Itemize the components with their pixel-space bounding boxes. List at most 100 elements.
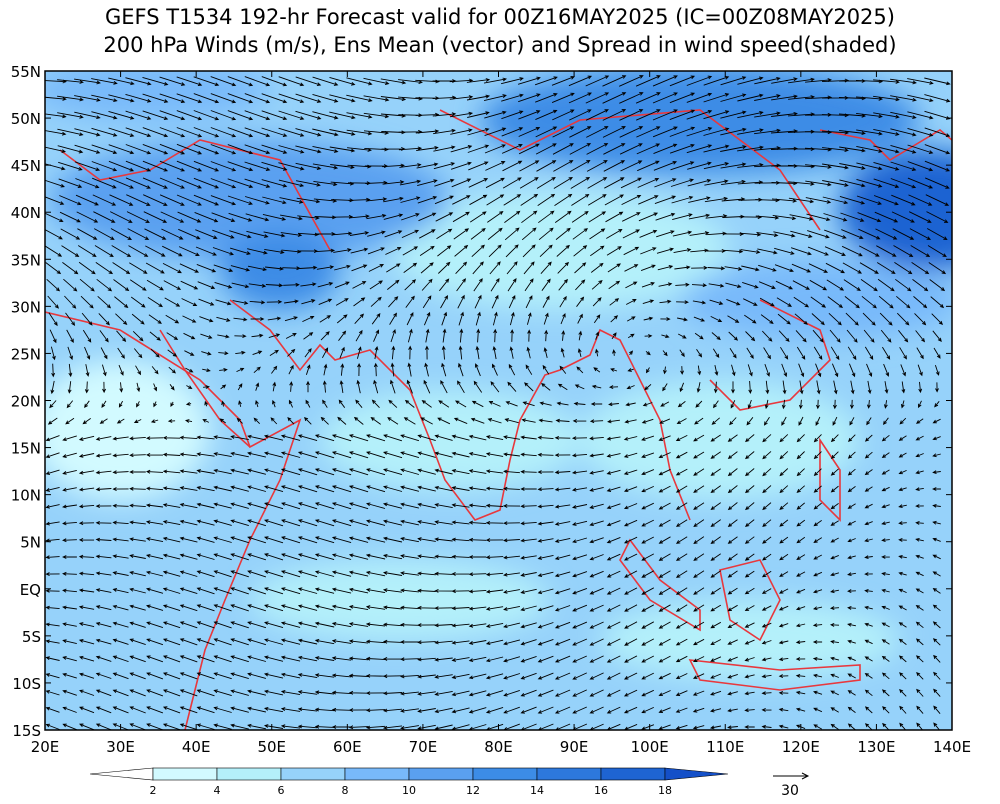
- wind-vector: [675, 604, 688, 612]
- wind-vector: [899, 688, 907, 697]
- wind-vector: [882, 706, 890, 714]
- wind-vector: [297, 587, 318, 594]
- wind-vector: [856, 178, 883, 188]
- wind-vector: [176, 194, 202, 206]
- wind-vector: [194, 211, 219, 223]
- wind-vector: [162, 638, 181, 646]
- wind-vector: [297, 707, 318, 712]
- wind-vector: [659, 418, 671, 424]
- wind-vector: [916, 671, 924, 680]
- wind-vector: [693, 536, 705, 544]
- wind-vector: [196, 536, 215, 543]
- wind-vector: [330, 164, 355, 170]
- wind-vector: [314, 502, 335, 510]
- wind-vector: [417, 434, 436, 442]
- wind-vector: [881, 434, 890, 442]
- wind-vector: [798, 399, 803, 410]
- wind-vector: [219, 418, 226, 424]
- wind-vector: [727, 468, 738, 477]
- wind-vector: [727, 536, 738, 544]
- wind-vector: [587, 177, 608, 189]
- wind-vector: [554, 521, 571, 526]
- wind-vector: [356, 346, 362, 359]
- wind-vector: [779, 485, 789, 494]
- wind-vector: [65, 417, 75, 425]
- wind-vector: [737, 76, 764, 85]
- wind-vector: [202, 368, 211, 373]
- wind-vector: [710, 639, 722, 645]
- wind-vector: [351, 264, 368, 272]
- wind-vector: [114, 296, 129, 309]
- wind-vector: [589, 587, 604, 595]
- wind-vector: [406, 379, 413, 394]
- wind-vector: [608, 385, 619, 390]
- wind-vector: [572, 655, 587, 663]
- lon-label: 90E: [560, 738, 589, 756]
- wind-vector: [675, 570, 688, 578]
- wind-vector: [931, 313, 944, 326]
- wind-vector: [233, 317, 248, 322]
- wind-vector: [129, 486, 146, 491]
- wind-vector: [932, 588, 941, 594]
- wind-vector: [244, 178, 271, 188]
- wind-vector: [703, 75, 730, 86]
- wind-vector: [424, 345, 429, 360]
- wind-vector: [625, 402, 636, 407]
- wind-vector: [490, 381, 500, 393]
- wind-vector: [693, 519, 705, 527]
- wind-vector: [163, 280, 182, 290]
- coastline: [59, 139, 331, 251]
- wind-vector: [608, 402, 619, 407]
- wind-vector: [129, 621, 146, 628]
- wind-vector: [688, 213, 711, 220]
- wind-vector: [828, 312, 842, 326]
- wind-vector: [932, 537, 941, 542]
- wind-vector: [864, 346, 874, 360]
- wind-vector: [692, 725, 705, 730]
- wind-vector: [502, 160, 523, 172]
- wind-vector: [641, 485, 654, 493]
- wind-vector: [537, 487, 554, 492]
- wind-vector: [81, 312, 93, 326]
- wind-vector: [762, 485, 772, 494]
- wind-vector: [675, 587, 688, 595]
- wind-vector: [932, 571, 941, 577]
- wind-vector: [847, 622, 856, 627]
- wind-vector: [150, 348, 160, 358]
- wind-vector: [778, 657, 789, 662]
- wind-vector: [419, 245, 435, 256]
- wind-vector: [624, 419, 637, 424]
- wind-vector: [875, 228, 898, 240]
- wind-vector: [196, 570, 215, 578]
- wind-vector: [669, 92, 696, 104]
- wind-vector: [727, 691, 738, 696]
- wind-vector: [484, 144, 506, 154]
- wind-vector: [199, 316, 214, 323]
- wind-vector: [830, 485, 839, 493]
- wind-vector: [864, 434, 873, 442]
- wind-vector: [112, 453, 129, 458]
- wind-vector: [741, 265, 760, 272]
- wind-vector: [247, 723, 266, 730]
- wind-vector: [624, 638, 638, 646]
- wind-vector: [230, 672, 249, 680]
- wind-vector: [287, 348, 296, 357]
- wind-vector: [589, 470, 604, 475]
- wind-vector: [78, 261, 96, 275]
- wind-vector: [485, 538, 504, 543]
- wind-vector: [779, 536, 789, 544]
- wind-vector: [795, 640, 806, 645]
- wind-vector: [856, 112, 883, 119]
- wind-vector: [144, 228, 167, 240]
- wind-vector: [45, 588, 60, 593]
- wind-vector: [727, 622, 738, 629]
- wind-vector: [108, 160, 135, 172]
- wind-vector: [710, 621, 722, 629]
- wind-vector: [896, 295, 911, 309]
- wind-vector: [686, 109, 713, 120]
- wind-vector: [45, 130, 67, 136]
- wind-vector: [652, 92, 678, 104]
- wind-vector: [278, 162, 305, 171]
- wind-vector: [149, 331, 161, 341]
- wind-vector: [756, 232, 779, 238]
